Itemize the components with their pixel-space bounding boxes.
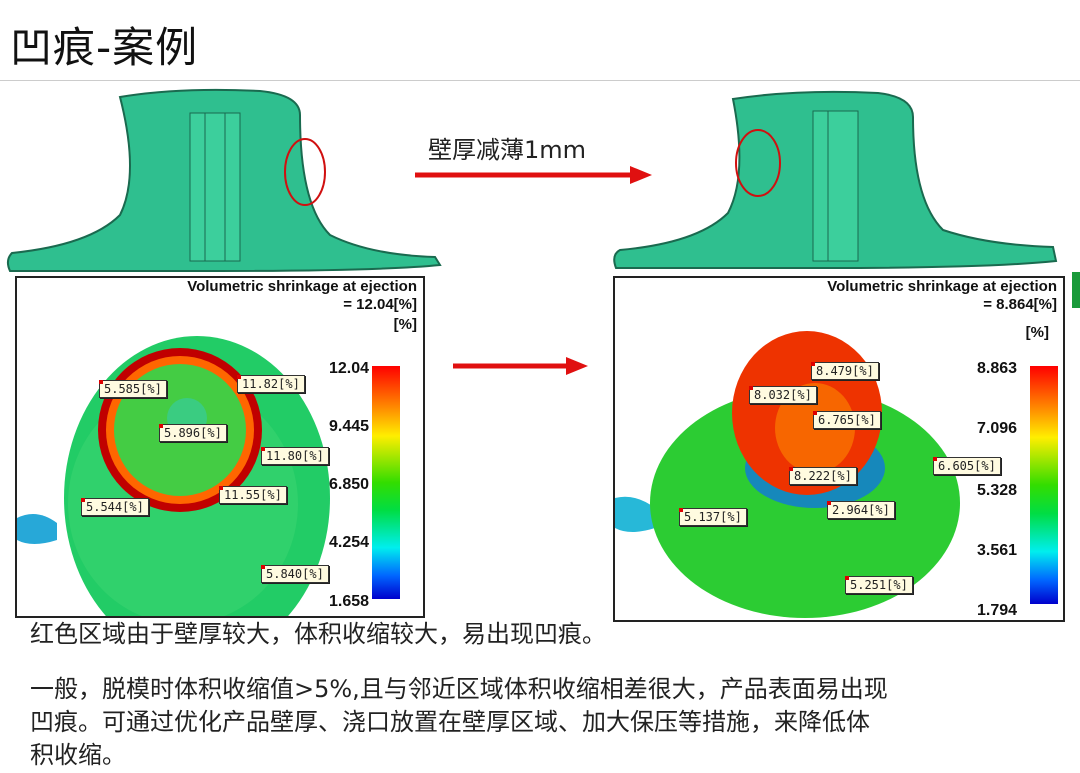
value-label: 5.840[%] xyxy=(261,565,329,583)
body-text-line: 凹痕。可通过优化产品壁厚、浇口放置在壁厚区域、加大保压等措施，来降低体 xyxy=(30,708,870,736)
value-label: 11.80[%] xyxy=(261,447,329,465)
value-label: 8.222[%] xyxy=(789,467,857,485)
arrow-label: 壁厚减薄1mm xyxy=(428,136,587,164)
plot-unit: [%] xyxy=(393,316,417,333)
value-label: 6.605[%] xyxy=(933,457,1001,475)
body-text-line: 红色区域由于壁厚较大，体积收缩较大，易出现凹痕。 xyxy=(30,620,606,648)
shrinkage-plot-thinned: Volumetric shrinkage at ejection = 8.864… xyxy=(613,276,1065,622)
plot-unit: [%] xyxy=(1025,324,1049,341)
value-label: 5.137[%] xyxy=(679,508,747,526)
scale-tick: 7.096 xyxy=(977,420,1018,437)
body-text-line: 积收缩。 xyxy=(30,741,126,769)
side-accent-bar xyxy=(1072,272,1080,308)
arrow-right-icon xyxy=(453,357,588,375)
value-label: 6.765[%] xyxy=(813,411,881,429)
value-label: 5.896[%] xyxy=(159,424,227,442)
value-label: 5.585[%] xyxy=(99,380,167,398)
scale-tick: 8.863 xyxy=(977,360,1018,377)
value-label: 2.964[%] xyxy=(827,501,895,519)
plot-max-value: = 8.864[%] xyxy=(983,296,1057,313)
scale-tick: 6.850 xyxy=(329,476,370,493)
value-label: 5.251[%] xyxy=(845,576,913,594)
scale-tick: 4.254 xyxy=(329,534,370,551)
part-thinned-illustration xyxy=(613,90,1058,269)
title-divider xyxy=(0,80,1080,81)
value-label: 11.82[%] xyxy=(237,375,305,393)
scale-tick: 12.04 xyxy=(329,360,370,377)
value-label: 11.55[%] xyxy=(219,486,287,504)
plot-max-value: = 12.04[%] xyxy=(343,296,417,313)
body-text-line: 一般，脱模时体积收缩值>5%,且与邻近区域体积收缩相差很大，产品表面易出现 xyxy=(30,675,888,703)
arrow-right-icon xyxy=(415,166,652,184)
defect-circle xyxy=(735,129,781,197)
defect-circle xyxy=(284,138,326,206)
scale-tick: 1.794 xyxy=(977,602,1018,619)
value-label: 8.032[%] xyxy=(749,386,817,404)
shrinkage-plot-original: Volumetric shrinkage at ejection = 12.04… xyxy=(15,276,425,618)
value-label: 8.479[%] xyxy=(811,362,879,380)
color-scale-bar xyxy=(1030,366,1058,604)
scale-tick: 5.328 xyxy=(977,482,1018,499)
plot-title: Volumetric shrinkage at ejection xyxy=(187,278,417,295)
slide-title: 凹痕-案例 xyxy=(10,23,199,72)
scale-tick: 1.658 xyxy=(329,593,370,610)
value-label: 5.544[%] xyxy=(81,498,149,516)
scale-tick: 9.445 xyxy=(329,418,370,435)
plot-title: Volumetric shrinkage at ejection xyxy=(827,278,1057,295)
part-original-illustration xyxy=(6,88,442,272)
scale-tick: 3.561 xyxy=(977,542,1018,559)
color-scale-bar xyxy=(372,366,400,599)
